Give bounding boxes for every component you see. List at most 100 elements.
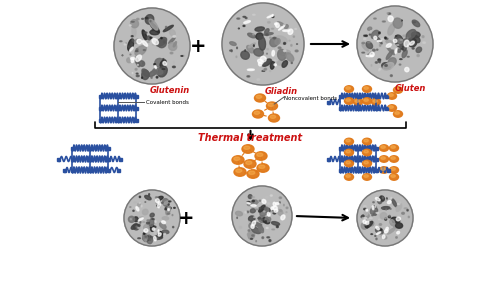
Ellipse shape (145, 17, 148, 19)
Ellipse shape (152, 29, 154, 31)
Ellipse shape (366, 221, 372, 228)
Ellipse shape (242, 145, 254, 153)
Ellipse shape (394, 111, 402, 117)
Ellipse shape (156, 196, 163, 200)
Ellipse shape (138, 203, 140, 206)
Ellipse shape (254, 94, 266, 102)
Ellipse shape (389, 94, 394, 96)
Ellipse shape (385, 38, 388, 39)
Text: Gluten: Gluten (394, 84, 426, 93)
Ellipse shape (284, 25, 288, 28)
Ellipse shape (152, 228, 155, 230)
Bar (116, 106, 119, 110)
Ellipse shape (130, 54, 131, 55)
Ellipse shape (272, 209, 276, 214)
Ellipse shape (255, 152, 267, 160)
Bar (356, 169, 360, 171)
Ellipse shape (270, 195, 272, 196)
Ellipse shape (243, 25, 245, 26)
Ellipse shape (230, 50, 232, 51)
Ellipse shape (270, 61, 274, 69)
Ellipse shape (270, 37, 278, 47)
Ellipse shape (378, 40, 382, 42)
Ellipse shape (264, 29, 269, 33)
Ellipse shape (370, 206, 376, 214)
Ellipse shape (238, 28, 240, 29)
Ellipse shape (237, 18, 240, 19)
Ellipse shape (390, 156, 398, 162)
Ellipse shape (142, 69, 150, 77)
Ellipse shape (284, 42, 286, 44)
Ellipse shape (256, 95, 262, 98)
Ellipse shape (130, 20, 138, 28)
Ellipse shape (370, 222, 374, 226)
Ellipse shape (346, 161, 350, 164)
Ellipse shape (380, 156, 388, 162)
Ellipse shape (366, 213, 369, 218)
Ellipse shape (234, 168, 246, 176)
Ellipse shape (254, 49, 264, 56)
Ellipse shape (361, 215, 364, 217)
Ellipse shape (396, 230, 398, 231)
Ellipse shape (344, 174, 354, 180)
Ellipse shape (258, 205, 265, 212)
Ellipse shape (346, 175, 350, 177)
Ellipse shape (256, 223, 264, 230)
Ellipse shape (278, 47, 281, 49)
Ellipse shape (146, 235, 152, 244)
Ellipse shape (136, 18, 139, 20)
Ellipse shape (156, 199, 160, 203)
Ellipse shape (391, 217, 400, 223)
Ellipse shape (158, 202, 160, 208)
Ellipse shape (412, 48, 414, 49)
Ellipse shape (381, 235, 387, 239)
Ellipse shape (264, 68, 266, 70)
Ellipse shape (144, 32, 147, 33)
Ellipse shape (278, 26, 284, 30)
Ellipse shape (245, 212, 246, 213)
Ellipse shape (134, 217, 138, 222)
Ellipse shape (158, 230, 159, 234)
Ellipse shape (143, 222, 144, 223)
Ellipse shape (384, 218, 386, 220)
Ellipse shape (364, 217, 366, 219)
Ellipse shape (234, 157, 240, 160)
Ellipse shape (269, 240, 271, 242)
Bar (338, 169, 342, 171)
Ellipse shape (133, 210, 134, 211)
Ellipse shape (362, 174, 372, 180)
Ellipse shape (147, 41, 149, 42)
Ellipse shape (248, 195, 252, 198)
Bar (116, 94, 119, 98)
Ellipse shape (151, 77, 152, 78)
Ellipse shape (147, 36, 151, 40)
Circle shape (114, 8, 190, 84)
Ellipse shape (163, 62, 166, 65)
Ellipse shape (373, 206, 378, 212)
Ellipse shape (371, 30, 379, 38)
Ellipse shape (392, 199, 397, 207)
Ellipse shape (158, 39, 166, 48)
Ellipse shape (239, 226, 242, 228)
Text: +: + (178, 209, 194, 228)
Ellipse shape (252, 221, 256, 226)
Ellipse shape (248, 230, 250, 231)
Ellipse shape (364, 209, 366, 210)
Ellipse shape (396, 231, 400, 234)
Ellipse shape (258, 226, 264, 233)
Ellipse shape (155, 221, 156, 222)
Ellipse shape (258, 62, 262, 66)
Ellipse shape (142, 41, 148, 46)
Ellipse shape (145, 236, 146, 237)
Ellipse shape (143, 235, 150, 241)
Ellipse shape (365, 220, 367, 222)
Ellipse shape (378, 32, 380, 34)
Ellipse shape (378, 235, 381, 236)
Bar (98, 94, 102, 98)
Ellipse shape (248, 232, 254, 237)
Ellipse shape (156, 197, 158, 198)
Ellipse shape (266, 197, 268, 198)
Ellipse shape (388, 58, 396, 66)
Ellipse shape (272, 50, 274, 56)
Bar (98, 106, 102, 110)
